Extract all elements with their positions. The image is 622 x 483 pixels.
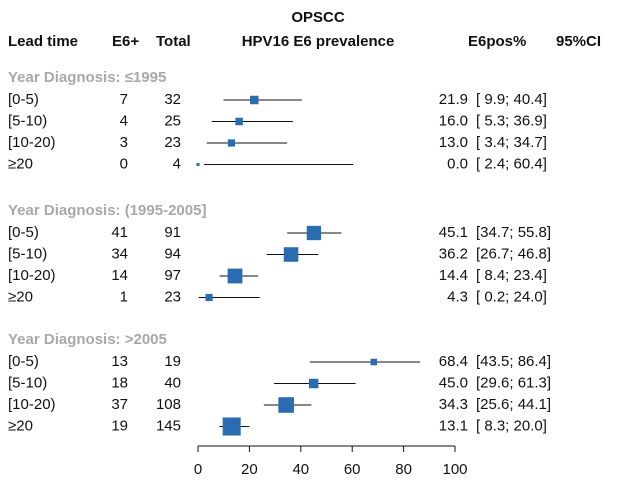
x-tick-label: 60 xyxy=(344,461,361,478)
ci-label: [34.7; 55.8] xyxy=(476,224,551,241)
row-label: [5-10) xyxy=(8,245,47,262)
ci-label: [ 9.9; 40.4] xyxy=(476,91,547,108)
ci-label: [ 2.4; 60.4] xyxy=(476,155,547,172)
row-label: [5-10) xyxy=(8,112,47,129)
e6-count: 13 xyxy=(111,353,128,370)
estimate-box xyxy=(283,247,299,262)
e6-count: 41 xyxy=(111,224,128,241)
e6-count: 1 xyxy=(120,288,128,305)
group-header: Year Diagnosis: >2005 xyxy=(8,331,167,348)
e6-count: 37 xyxy=(111,396,128,413)
estimate-box xyxy=(308,378,319,389)
total-count: 4 xyxy=(173,155,181,172)
total-count: 19 xyxy=(164,353,181,370)
row-label: [0-5) xyxy=(8,224,39,241)
ci-label: [ 8.3; 20.0] xyxy=(476,417,547,434)
ci-label: [26.7; 46.8] xyxy=(476,245,551,262)
estimate-label: 14.4 xyxy=(439,267,468,284)
column-header: 95%CI xyxy=(556,33,601,50)
estimate-label: 0.0 xyxy=(447,155,468,172)
e6-count: 34 xyxy=(111,245,128,262)
estimate-label: 21.9 xyxy=(439,91,468,108)
estimate-label: 16.0 xyxy=(439,112,468,129)
estimate-box xyxy=(235,117,243,126)
chart-subtitle: HPV16 E6 prevalence xyxy=(242,33,395,50)
estimate-box xyxy=(196,163,200,166)
e6-count: 3 xyxy=(120,134,128,151)
column-header: E6pos% xyxy=(468,33,526,50)
total-count: 91 xyxy=(164,224,181,241)
total-count: 108 xyxy=(156,396,181,413)
total-count: 145 xyxy=(156,417,181,434)
x-tick-label: 40 xyxy=(292,461,309,478)
estimate-box xyxy=(227,139,236,147)
row-label: ≥20 xyxy=(8,417,33,434)
x-tick-label: 20 xyxy=(241,461,258,478)
column-header: Lead time xyxy=(8,33,78,50)
ci-label: [ 3.4; 34.7] xyxy=(476,134,547,151)
estimate-label: 45.0 xyxy=(439,374,468,391)
row-label: [10-20) xyxy=(8,134,56,151)
ci-label: [43.5; 86.4] xyxy=(476,353,551,370)
estimate-box xyxy=(306,225,322,241)
estimate-label: 4.3 xyxy=(447,288,468,305)
total-count: 25 xyxy=(164,112,181,129)
row-label: ≥20 xyxy=(8,155,33,172)
ci-label: [29.6; 61.3] xyxy=(476,374,551,391)
estimate-box xyxy=(278,397,294,413)
x-tick-label: 80 xyxy=(395,461,412,478)
row-label: [10-20) xyxy=(8,396,56,413)
total-count: 23 xyxy=(164,288,181,305)
row-label: [5-10) xyxy=(8,374,47,391)
e6-count: 4 xyxy=(120,112,128,129)
ci-label: [25.6; 44.1] xyxy=(476,396,551,413)
x-tick-label: 0 xyxy=(194,461,202,478)
estimate-label: 13.1 xyxy=(439,417,468,434)
estimate-box xyxy=(227,268,243,284)
e6-count: 0 xyxy=(120,155,128,172)
e6-count: 19 xyxy=(111,417,128,434)
group-header: Year Diagnosis: ≤1995 xyxy=(8,69,166,86)
ci-label: [ 0.2; 24.0] xyxy=(476,288,547,305)
column-header: E6+ xyxy=(112,33,139,50)
estimate-label: 13.0 xyxy=(439,134,468,151)
ci-label: [ 8.4; 23.4] xyxy=(476,267,547,284)
e6-count: 18 xyxy=(111,374,128,391)
row-label: [0-5) xyxy=(8,91,39,108)
total-count: 40 xyxy=(164,374,181,391)
row-label: [0-5) xyxy=(8,353,39,370)
total-count: 23 xyxy=(164,134,181,151)
total-count: 32 xyxy=(164,91,181,108)
total-count: 97 xyxy=(164,267,181,284)
estimate-label: 68.4 xyxy=(439,353,468,370)
estimate-box xyxy=(205,293,213,302)
total-count: 94 xyxy=(164,245,181,262)
estimate-label: 34.3 xyxy=(439,396,468,413)
estimate-label: 45.1 xyxy=(439,224,468,241)
estimate-box xyxy=(370,358,378,366)
column-header: Total xyxy=(156,33,191,50)
estimate-box xyxy=(222,417,241,436)
row-label: [10-20) xyxy=(8,267,56,284)
e6-count: 14 xyxy=(111,267,128,284)
row-label: ≥20 xyxy=(8,288,33,305)
estimate-label: 36.2 xyxy=(439,245,468,262)
group-header: Year Diagnosis: (1995-2005] xyxy=(8,202,206,219)
x-tick-label: 100 xyxy=(442,461,467,478)
ci-label: [ 5.3; 36.9] xyxy=(476,112,547,129)
chart-title: OPSCC xyxy=(291,9,345,26)
estimate-box xyxy=(250,95,259,105)
e6-count: 7 xyxy=(120,91,128,108)
